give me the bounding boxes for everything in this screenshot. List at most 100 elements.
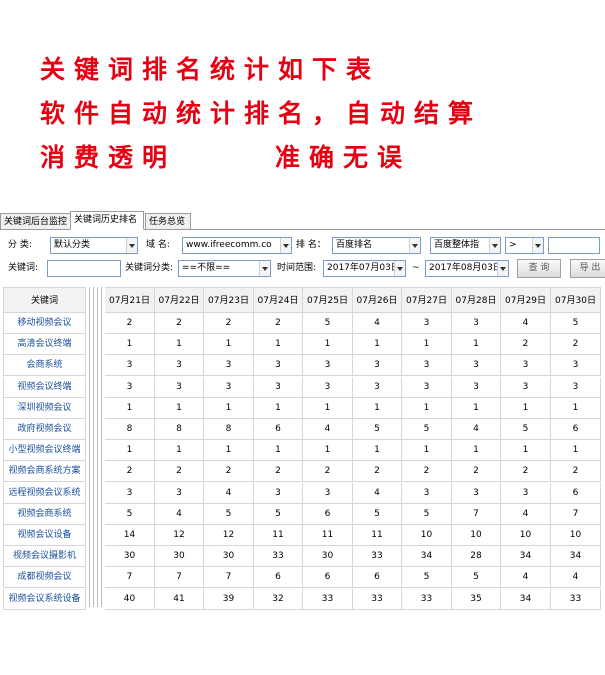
rank-cell: 1 — [254, 397, 303, 419]
rank-cell: 10 — [402, 525, 452, 546]
rank-cell: 3 — [501, 355, 551, 377]
rank-cell: 2 — [353, 461, 402, 483]
keyword-cell: 视频会商系统方案 — [3, 461, 86, 483]
rank-cell: 3 — [155, 355, 204, 377]
rank-cell: 3 — [501, 482, 551, 504]
rank-cell: 7 — [452, 503, 501, 525]
dropdown-arrow — [532, 238, 543, 253]
rank-cell: 3 — [452, 376, 501, 398]
rank-cell: 1 — [452, 440, 501, 462]
rank-cell: 33 — [254, 546, 303, 568]
rank-cell: 1 — [551, 397, 601, 419]
keyword-cell: 远程视频会议系统 — [3, 482, 86, 504]
value: www.ifreecomm.co — [186, 240, 272, 250]
column-header: 07月22日 — [155, 287, 204, 313]
rank-cell: 7 — [551, 503, 601, 525]
column-header: 07月25日 — [303, 287, 353, 313]
rank-cell: 3 — [105, 355, 155, 377]
rank-cell: 8 — [155, 419, 204, 440]
rank-cell: 33 — [353, 546, 402, 568]
dropdown-arrow — [409, 238, 420, 253]
index-select[interactable]: 百度整体指 — [430, 237, 501, 254]
rank-cell: 5 — [501, 419, 551, 440]
rank-cell: 3 — [254, 376, 303, 398]
filter-label: ~ — [412, 263, 420, 273]
filter-label: 关键词分类: — [125, 263, 174, 273]
category-select[interactable]: 默认分类 — [50, 237, 138, 254]
rank-cell: 3 — [303, 376, 353, 398]
rank-cell: 41 — [155, 588, 204, 610]
rank-cell: 34 — [501, 588, 551, 610]
rank-cell: 8 — [105, 419, 155, 440]
operator-select[interactable]: > — [505, 237, 544, 254]
headline: 准确无误 — [275, 143, 412, 172]
rank-cell: 1 — [155, 397, 204, 419]
tab[interactable]: 任务总览 — [145, 213, 191, 230]
rank-cell: 3 — [254, 355, 303, 377]
rank-cell: 3 — [105, 376, 155, 398]
table-stripes — [86, 287, 104, 607]
column-header: 07月27日 — [402, 287, 452, 313]
tab[interactable]: 关键词历史排名 — [70, 211, 144, 230]
rank-cell: 3 — [452, 482, 501, 504]
dropdown-arrow — [489, 238, 500, 253]
rank-cell: 2 — [254, 313, 303, 334]
rank-cell: 33 — [353, 588, 402, 610]
rank-cell: 11 — [254, 525, 303, 546]
rank-cell: 1 — [105, 440, 155, 462]
rank-cell: 28 — [452, 546, 501, 568]
rank-cell: 3 — [501, 376, 551, 398]
query-button[interactable]: 查 询 — [517, 259, 561, 278]
rank-cell: 2 — [155, 313, 204, 334]
rank-cell: 3 — [303, 355, 353, 377]
rank-cell: 1 — [402, 334, 452, 356]
rank-cell: 5 — [452, 567, 501, 589]
rank-cell: 7 — [204, 567, 254, 589]
keyword-cell: 移动视频会议 — [3, 313, 86, 334]
rank-cell: 7 — [105, 567, 155, 589]
rank-cell: 33 — [402, 588, 452, 610]
rank-cell: 1 — [105, 334, 155, 356]
end-date[interactable]: 2017年08月03日 — [425, 260, 509, 277]
rank-cell: 6 — [254, 567, 303, 589]
export-button[interactable]: 导 出 — [570, 259, 605, 278]
rank-cell: 5 — [254, 503, 303, 525]
keyword-cell: 视频会商系统 — [3, 503, 86, 525]
rank-cell: 4 — [303, 419, 353, 440]
rank-cell: 1 — [204, 334, 254, 356]
rank-cell: 7 — [155, 567, 204, 589]
rank-cell: 30 — [155, 546, 204, 568]
rank-cell: 3 — [402, 376, 452, 398]
filter-label: 关键词: — [8, 263, 39, 273]
keyword-category-select[interactable]: ==不限== — [178, 260, 271, 277]
start-date[interactable]: 2017年07月03日 — [323, 260, 406, 277]
headline: 消费透明 — [40, 143, 177, 172]
rank-cell: 1 — [303, 334, 353, 356]
column-header: 07月21日 — [105, 287, 155, 313]
tab[interactable]: 关键词后台监控 — [0, 213, 76, 230]
rank-cell: 3 — [204, 376, 254, 398]
rank-cell: 2 — [254, 461, 303, 483]
rank-cell: 4 — [501, 313, 551, 334]
rank-cell: 30 — [204, 546, 254, 568]
rank-cell: 34 — [402, 546, 452, 568]
rank-input[interactable] — [548, 237, 600, 254]
rank-cell: 5 — [303, 313, 353, 334]
rank-cell: 3 — [155, 482, 204, 504]
column-header: 07月29日 — [501, 287, 551, 313]
headline: 关键词排名统计如下表 — [40, 55, 381, 84]
rank-cell: 1 — [353, 397, 402, 419]
rank-cell: 12 — [204, 525, 254, 546]
rank-cell: 11 — [303, 525, 353, 546]
keyword-input[interactable] — [47, 260, 121, 277]
rank-select[interactable]: 百度排名 — [332, 237, 421, 254]
rank-cell: 3 — [452, 313, 501, 334]
rank-cell: 1 — [452, 397, 501, 419]
rank-cell: 5 — [402, 503, 452, 525]
domain-select[interactable]: www.ifreecomm.co — [182, 237, 292, 254]
column-header: 关键词 — [3, 287, 86, 313]
filter-label: 时间范围: — [277, 263, 317, 273]
rank-cell: 39 — [204, 588, 254, 610]
rank-cell: 2 — [402, 461, 452, 483]
